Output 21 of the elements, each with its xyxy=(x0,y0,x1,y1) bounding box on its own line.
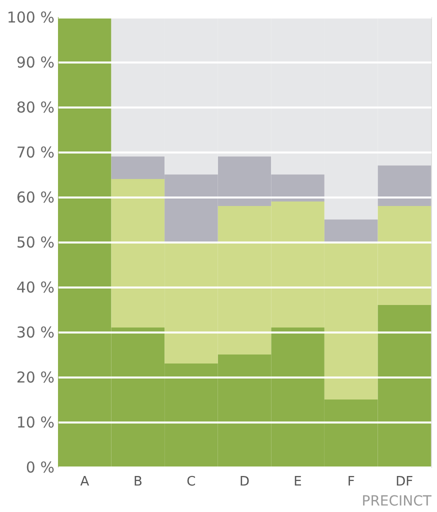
y-tick-label: 0 % xyxy=(26,458,54,476)
y-tick-label: 50 % xyxy=(16,234,54,252)
y-tick-label: 40 % xyxy=(16,278,54,296)
x-tick-label: D xyxy=(239,474,250,490)
y-tick-label: 30 % xyxy=(16,324,54,342)
x-tick-label: E xyxy=(294,474,302,490)
x-tick-label: A xyxy=(80,474,90,490)
x-tick-label: F xyxy=(347,474,355,490)
x-axis-title: PRECINCT xyxy=(362,494,432,510)
y-tick-label: 70 % xyxy=(16,144,54,162)
y-tick-label: 60 % xyxy=(16,188,54,206)
x-tick-label: B xyxy=(133,474,142,490)
bar xyxy=(378,166,431,206)
x-tick-label: C xyxy=(186,474,196,490)
y-tick-label: 80 % xyxy=(16,98,54,116)
y-tick-label: 10 % xyxy=(16,414,54,432)
y-tick-label: 100 % xyxy=(6,8,54,26)
x-tick-label: DF xyxy=(396,474,414,490)
bar xyxy=(324,220,378,242)
y-tick-label: 20 % xyxy=(16,368,54,386)
y-tick-label: 90 % xyxy=(16,54,54,72)
